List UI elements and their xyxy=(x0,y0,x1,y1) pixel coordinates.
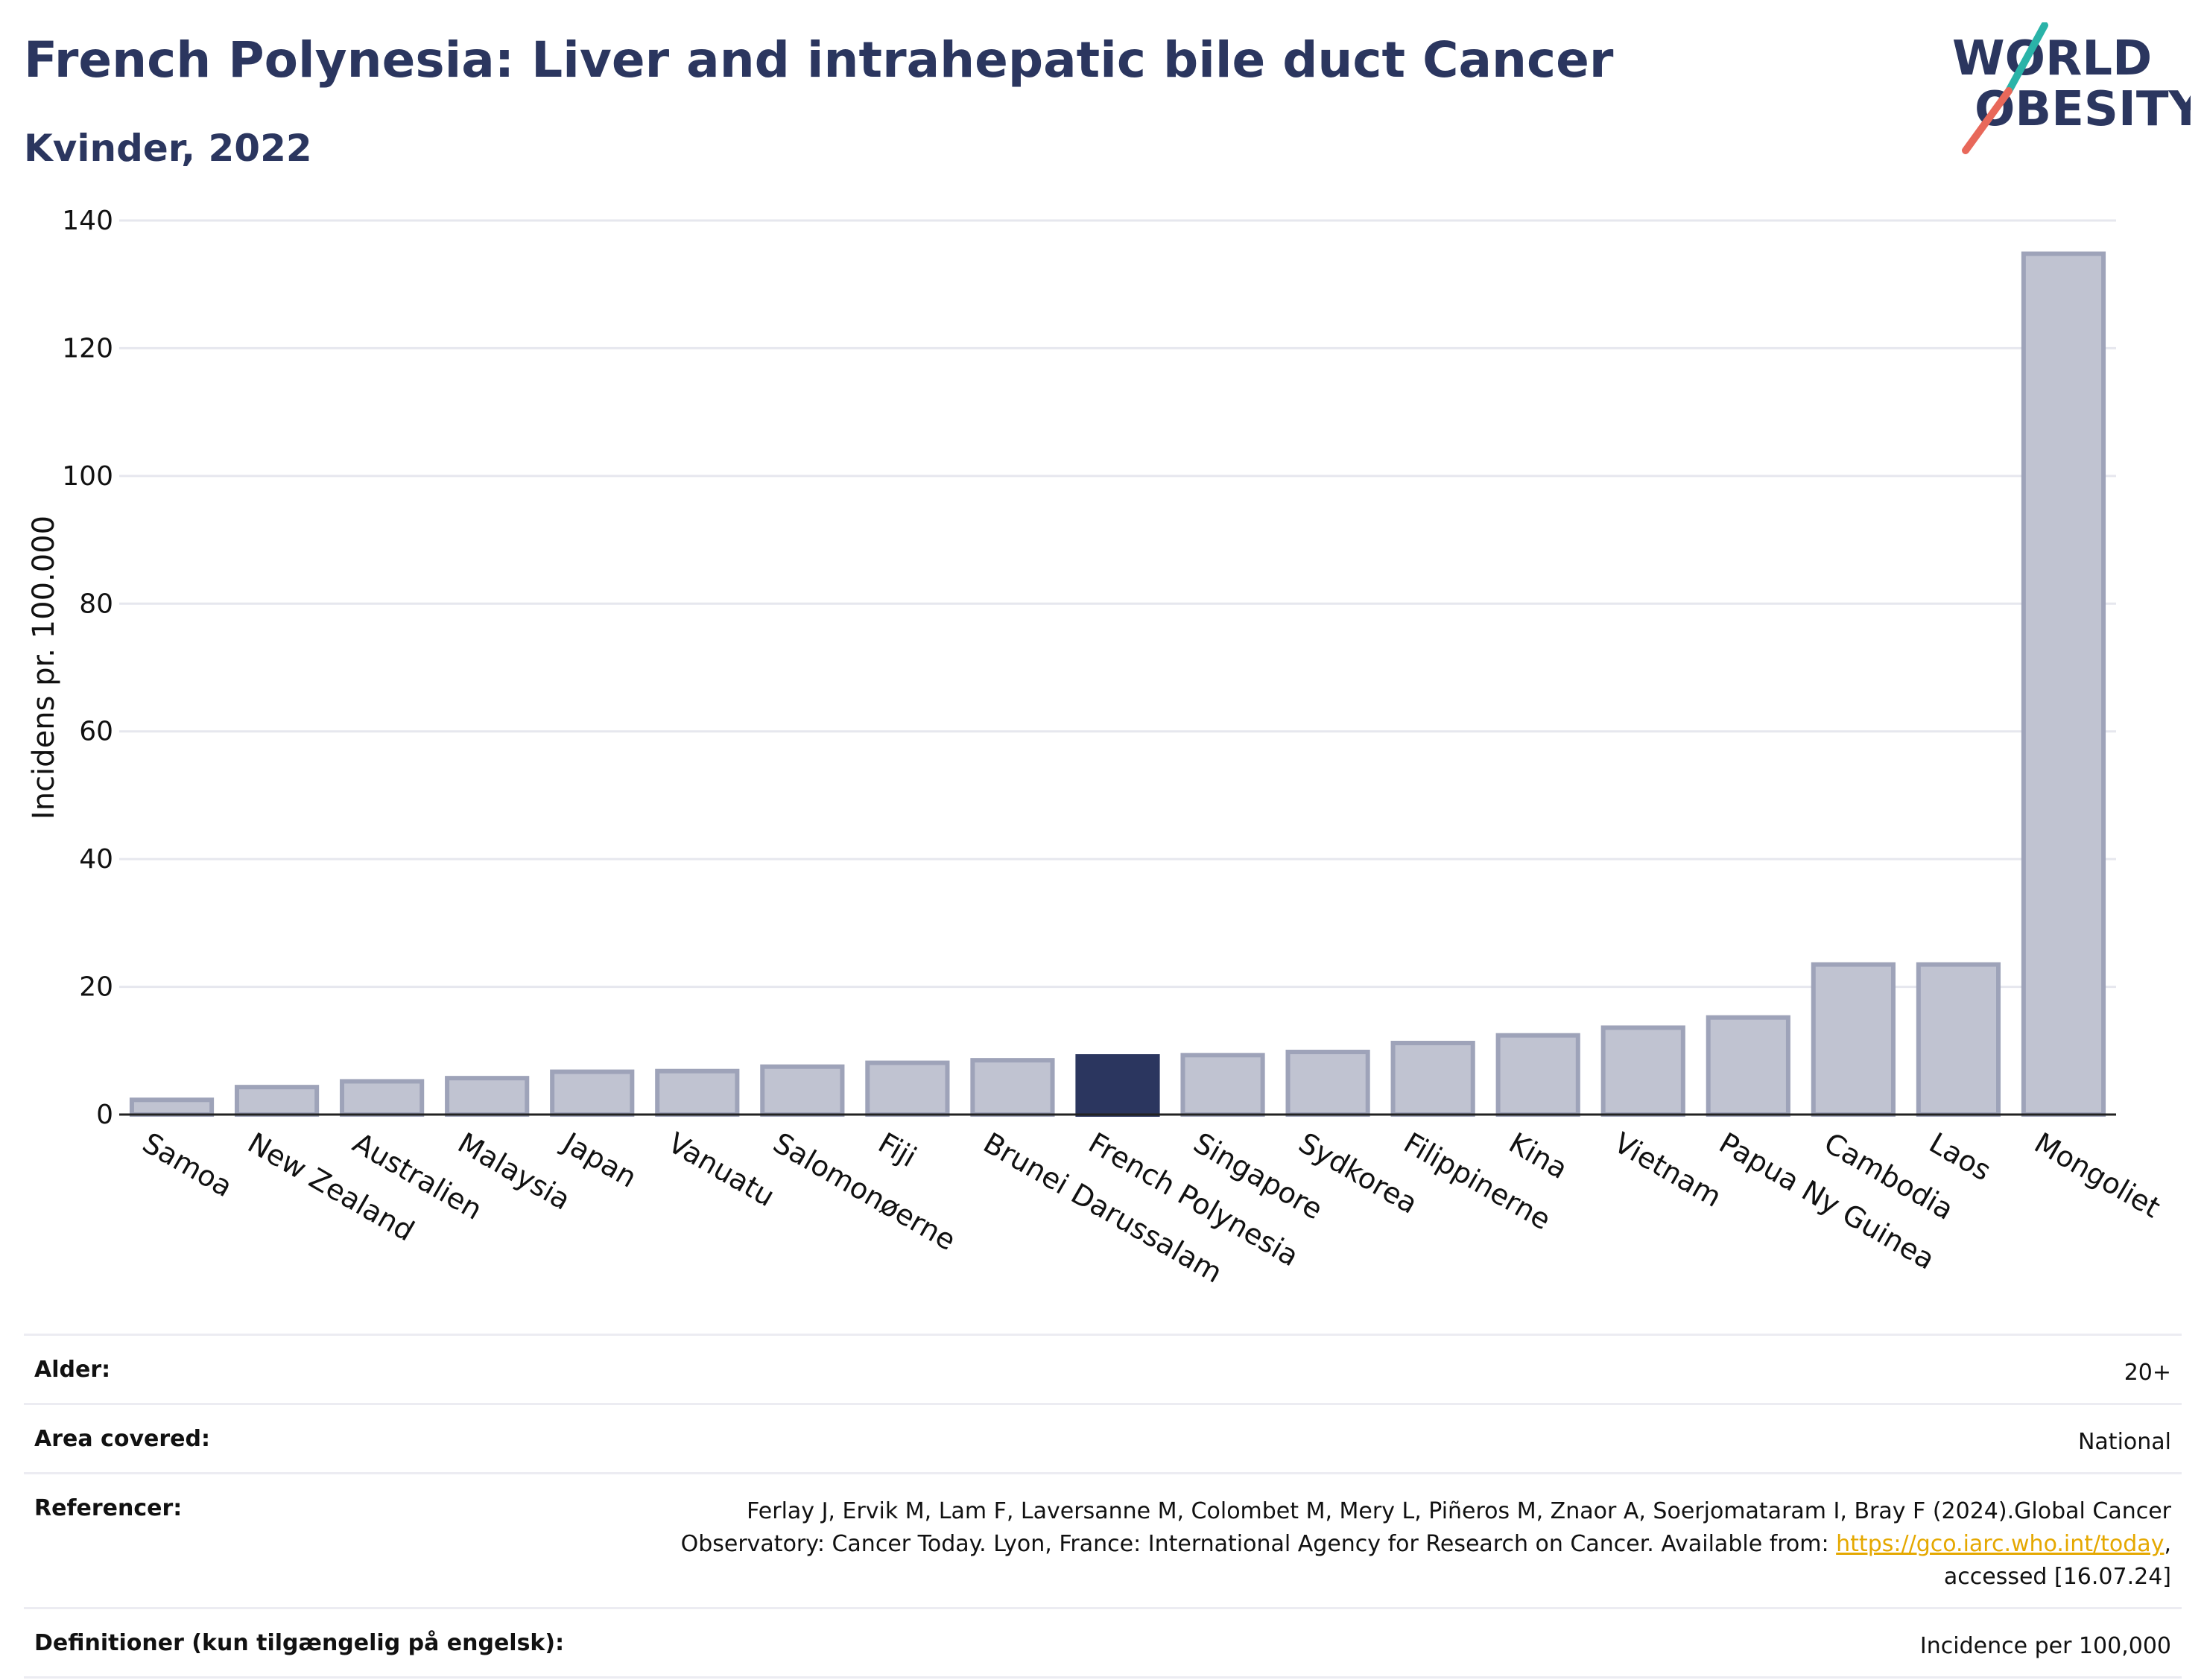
y-tick-label: 20 xyxy=(79,972,113,1003)
x-tick-label: Mongoliet xyxy=(2029,1126,2166,1225)
bar-vanuatu[interactable] xyxy=(655,1068,740,1117)
x-tick-label: Fiji xyxy=(873,1126,922,1173)
bar-fiji[interactable] xyxy=(865,1060,950,1117)
bar-malaysia[interactable] xyxy=(445,1076,530,1117)
info-value-definitions: Incidence per 100,000 xyxy=(1919,1633,2171,1659)
x-tick-label: Salomonøerne xyxy=(767,1126,961,1257)
bar-australien[interactable] xyxy=(340,1079,425,1118)
y-axis-title: Incidens pr. 100.000 xyxy=(27,516,61,820)
world-obesity-logo: WORLD OBESITY xyxy=(1952,22,2191,154)
bar-papua-ny-guinea[interactable] xyxy=(1706,1015,1790,1117)
bar-cambodia[interactable] xyxy=(1811,962,1896,1117)
bar-kina[interactable] xyxy=(1495,1033,1580,1117)
chart-subtitle: Kvinder, 2022 xyxy=(24,127,312,170)
info-row-references: Referencer: Ferlay J, Ervik M, Lam F, La… xyxy=(24,1472,2182,1607)
bar-mongoliet[interactable] xyxy=(2021,251,2106,1118)
reference-link[interactable]: https://gco.iarc.who.int/today xyxy=(1836,1531,2165,1557)
x-tick-label: Vietnam xyxy=(1609,1126,1727,1214)
reference-text: Ferlay J, Ervik M, Lam F, Laversanne M, … xyxy=(680,1498,2171,1557)
y-tick-label: 100 xyxy=(62,461,113,492)
info-label-definitions: Definitioner (kun tilgængelig på engelsk… xyxy=(34,1630,565,1656)
reference-accessed: , accessed [16.07.24] xyxy=(1943,1531,2171,1590)
bar-salomon-erne[interactable] xyxy=(760,1064,845,1117)
bar-chart: 0 20 40 60 80 100 120 140 Incidens pr. 100.000 Sa… xyxy=(27,206,2166,1290)
bar-filippinerne[interactable] xyxy=(1390,1041,1475,1117)
y-tick-label: 0 xyxy=(96,1100,113,1130)
bar-singapore[interactable] xyxy=(1180,1053,1265,1118)
x-tick-label: Vanuatu xyxy=(662,1126,780,1213)
chart-title: French Polynesia: Liver and intrahepatic… xyxy=(24,31,1614,89)
y-tick-label: 40 xyxy=(79,844,113,875)
logo-accent-teal xyxy=(2005,22,2048,95)
info-row-age: Alder: 20+ xyxy=(24,1334,2182,1403)
y-tick-label: 80 xyxy=(79,589,113,619)
logo-line1: WORLD xyxy=(1952,31,2152,86)
info-row-area: Area covered: National xyxy=(24,1403,2182,1472)
info-value-area: National xyxy=(2077,1429,2171,1455)
info-value-age: 20+ xyxy=(2124,1360,2171,1386)
info-label-references: Referencer: xyxy=(34,1495,183,1521)
bar-samoa[interactable] xyxy=(129,1097,215,1118)
x-tick-label: Laos xyxy=(1924,1126,1997,1188)
info-table: Alder: 20+ Area covered: National Refere… xyxy=(24,1334,2182,1679)
bar-new-zealand[interactable] xyxy=(234,1085,320,1117)
info-value-references: Ferlay J, Ervik M, Lam F, Laversanne M, … xyxy=(644,1495,2171,1594)
info-label-age: Alder: xyxy=(34,1357,111,1383)
bar-french-polynesia[interactable] xyxy=(1075,1054,1160,1117)
y-tick-label: 60 xyxy=(79,717,113,747)
logo-accent-coral xyxy=(1962,87,2013,154)
y-tick-label: 120 xyxy=(62,333,113,364)
bar-sydkorea[interactable] xyxy=(1285,1050,1370,1117)
info-row-definitions: Definitioner (kun tilgængelig på engelsk… xyxy=(24,1607,2182,1679)
bar-vietnam[interactable] xyxy=(1600,1025,1685,1118)
y-tick-label: 140 xyxy=(62,206,113,236)
bar-japan[interactable] xyxy=(550,1069,635,1117)
bar-brunei-darussalam[interactable] xyxy=(970,1058,1055,1117)
info-label-area: Area covered: xyxy=(34,1426,210,1452)
x-tick-label: Kina xyxy=(1504,1126,1574,1186)
x-tick-label: Samoa xyxy=(137,1126,238,1204)
bar-laos[interactable] xyxy=(1916,962,2001,1117)
